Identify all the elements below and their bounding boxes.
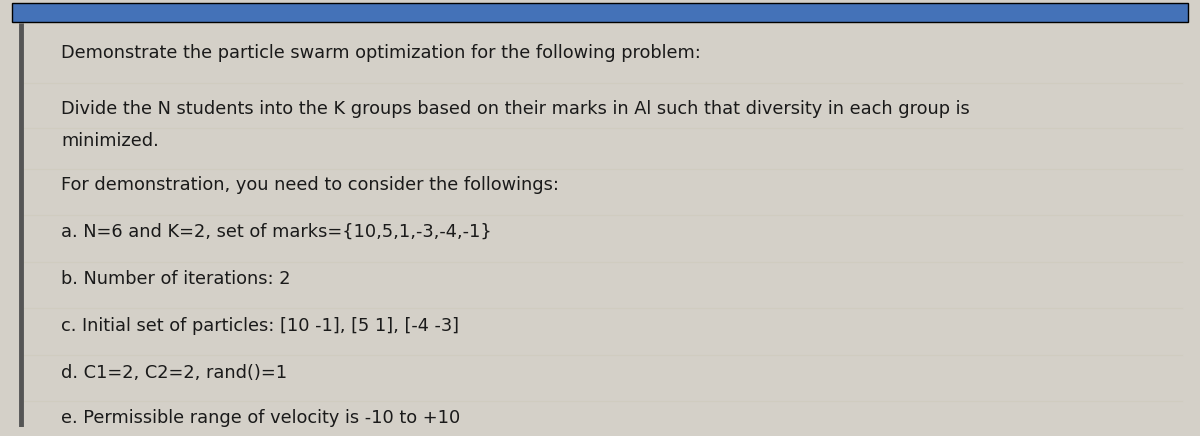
Text: c. Initial set of particles: [10 -1], [5 1], [-4 -3]: c. Initial set of particles: [10 -1], [5… xyxy=(61,317,460,335)
Text: minimized.: minimized. xyxy=(61,132,160,150)
Text: Divide the N students into the K groups based on their marks in Al such that div: Divide the N students into the K groups … xyxy=(61,100,970,118)
Text: d. C1=2, C2=2, rand()=1: d. C1=2, C2=2, rand()=1 xyxy=(61,364,288,382)
FancyBboxPatch shape xyxy=(12,3,1188,22)
Text: a. N=6 and K=2, set of marks={10,5,1,-3,-4,-1}: a. N=6 and K=2, set of marks={10,5,1,-3,… xyxy=(61,222,492,240)
Text: Demonstrate the particle swarm optimization for the following problem:: Demonstrate the particle swarm optimizat… xyxy=(61,44,701,61)
Text: For demonstration, you need to consider the followings:: For demonstration, you need to consider … xyxy=(61,176,559,194)
Text: e. Permissible range of velocity is -10 to +10: e. Permissible range of velocity is -10 … xyxy=(61,409,461,427)
Text: b. Number of iterations: 2: b. Number of iterations: 2 xyxy=(61,270,290,288)
